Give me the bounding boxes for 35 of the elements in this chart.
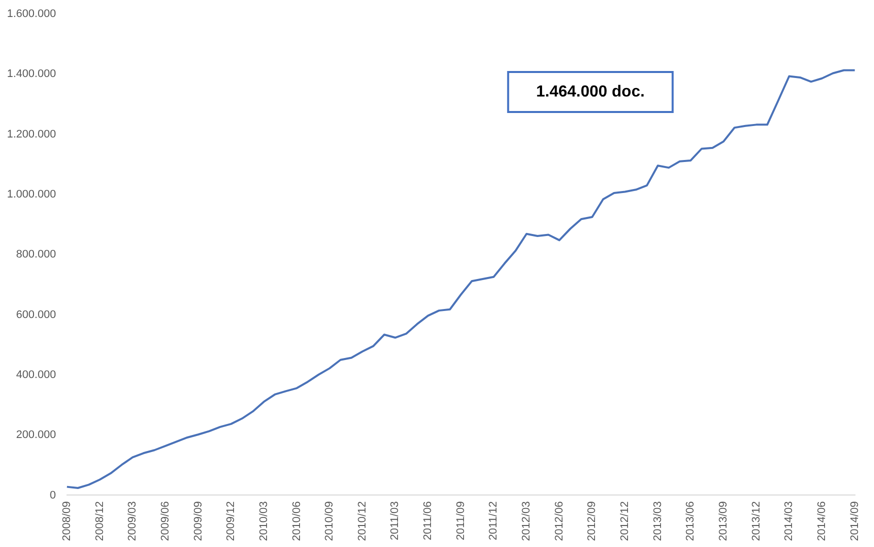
y-tick-label: 0 bbox=[50, 489, 56, 502]
x-tick-label: 2012/09 bbox=[586, 501, 598, 542]
y-tick-label: 1.600.000 bbox=[7, 8, 56, 20]
x-tick-label: 2011/06 bbox=[422, 501, 434, 540]
x-tick-label: 2008/12 bbox=[94, 501, 106, 542]
y-tick-label: 1.000.000 bbox=[7, 188, 56, 200]
x-tick-label: 2013/12 bbox=[750, 501, 762, 542]
x-tick-label: 2008/09 bbox=[60, 501, 73, 542]
y-tick-label: 200.000 bbox=[16, 429, 56, 442]
x-tick-label: 2010/12 bbox=[356, 501, 368, 542]
x-tick-label: 2011/03 bbox=[389, 501, 402, 540]
x-tick-label: 2014/03 bbox=[783, 501, 796, 542]
annotation: 1.464.000 doc. bbox=[536, 83, 645, 100]
y-tick-label: 1.200.000 bbox=[7, 128, 56, 140]
x-tick-label: 2013/03 bbox=[652, 501, 664, 542]
x-tick-label: 2010/06 bbox=[290, 501, 303, 542]
y-tick-label: 600.000 bbox=[16, 308, 56, 321]
x-tick-label: 2009/06 bbox=[159, 501, 172, 542]
x-tick-label: 2011/12 bbox=[488, 501, 500, 540]
y-tick-label: 400.000 bbox=[16, 368, 56, 381]
x-tick-label: 2009/12 bbox=[225, 501, 238, 542]
x-tick-label: 2010/03 bbox=[258, 501, 270, 542]
x-tick-label: 2014/06 bbox=[816, 501, 828, 542]
x-tick-label: 2012/03 bbox=[520, 501, 533, 542]
x-tick-label: 2009/09 bbox=[192, 501, 204, 542]
y-tick-label: 800.000 bbox=[16, 248, 56, 261]
x-tick-label: 2013/06 bbox=[684, 501, 697, 542]
x-tick-label: 2012/12 bbox=[619, 501, 632, 542]
x-tick-label: 2011/09 bbox=[454, 501, 467, 540]
x-tick-label: 2013/09 bbox=[718, 501, 730, 542]
x-tick-label: 2012/06 bbox=[553, 501, 566, 542]
x-tick-label: 2009/03 bbox=[126, 501, 139, 542]
y-tick-label: 1.400.000 bbox=[7, 68, 56, 80]
x-tick-label: 2014/09 bbox=[848, 501, 861, 542]
x-tick-label: 2010/09 bbox=[324, 501, 336, 542]
